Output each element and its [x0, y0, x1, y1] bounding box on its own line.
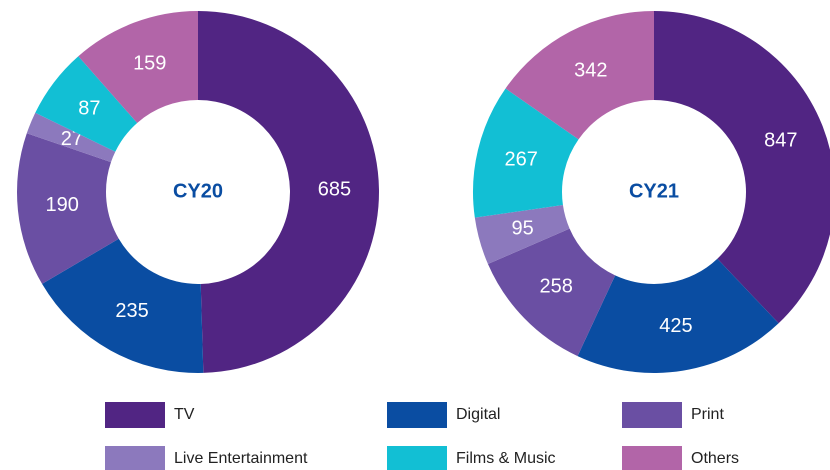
legend-swatch [105, 446, 165, 470]
donut-slice [35, 56, 138, 152]
data-label: 267 [505, 149, 538, 171]
data-label: 27 [61, 128, 83, 150]
donut-slice [577, 258, 779, 373]
data-label: 258 [540, 276, 573, 298]
donut-slice [78, 11, 198, 123]
legend-label: TV [174, 406, 195, 423]
legend-swatch [387, 446, 447, 470]
data-label: 87 [78, 98, 100, 120]
data-label: 190 [46, 194, 79, 216]
donut-slice [505, 11, 654, 140]
donut-slice [198, 11, 380, 373]
legend-label: Live Entertainment [174, 450, 308, 467]
data-label: 342 [574, 59, 607, 81]
data-label: 425 [659, 315, 692, 337]
legend-label: Print [691, 406, 724, 423]
donut-slice [487, 228, 616, 357]
chart-title: CY20 [173, 180, 223, 202]
donut-slice [473, 88, 579, 218]
donut-slice [42, 238, 204, 373]
legend-swatch [622, 446, 682, 470]
legend-swatch [622, 402, 682, 428]
donut-slice [474, 205, 570, 265]
donut-slice [26, 112, 116, 163]
data-label: 159 [133, 53, 166, 75]
data-label: 685 [318, 178, 351, 200]
chart-title: CY21 [629, 180, 679, 202]
donut-slice [654, 11, 830, 324]
data-label: 235 [115, 300, 148, 322]
donut-slice [16, 133, 119, 284]
legend-swatch [387, 402, 447, 428]
legend-swatch [105, 402, 165, 428]
data-label: 847 [764, 130, 797, 152]
legend-label: Films & Music [456, 450, 556, 467]
legend-label: Others [691, 450, 739, 467]
legend-label: Digital [456, 406, 500, 423]
data-label: 95 [512, 217, 534, 239]
